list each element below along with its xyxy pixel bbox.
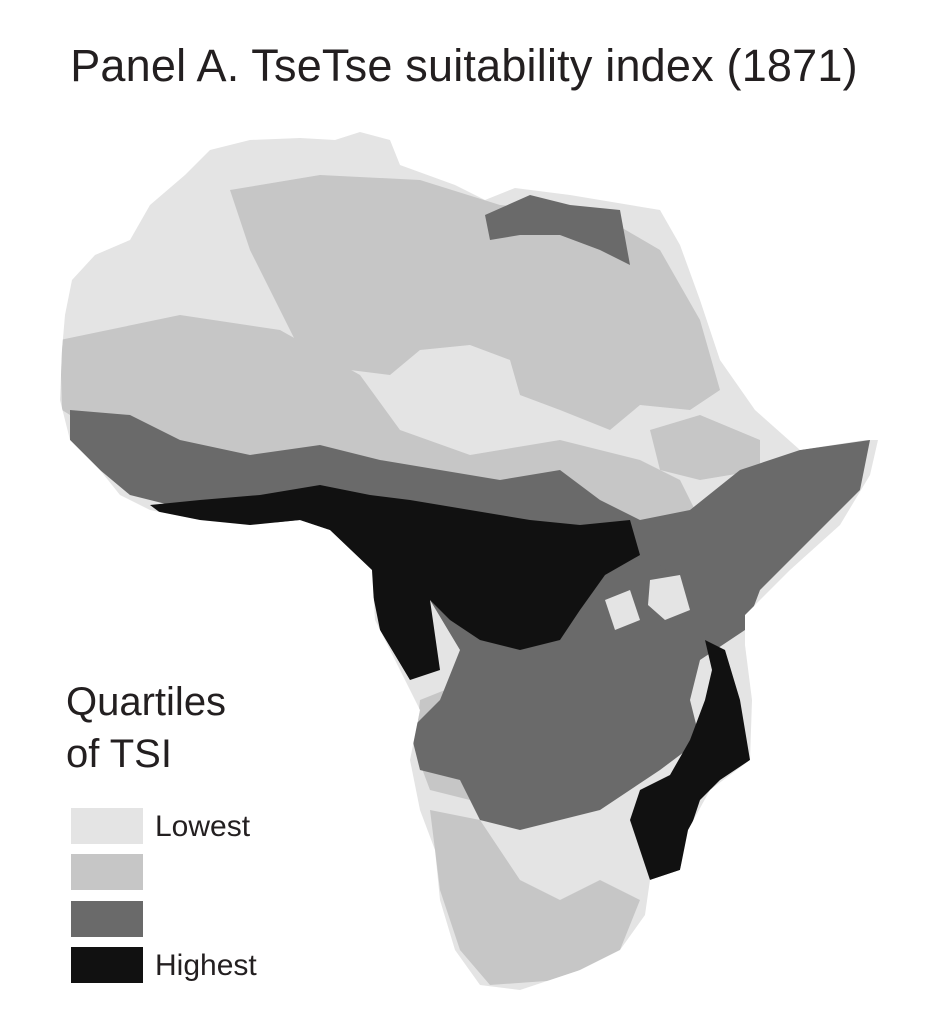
legend-label: Highest <box>155 949 257 982</box>
legend-swatch <box>71 808 143 844</box>
legend-swatch <box>71 901 143 937</box>
legend-title-line2: of TSI <box>66 732 172 776</box>
legend-swatch <box>71 947 143 983</box>
legend-title: Quartiles of TSI <box>66 676 226 780</box>
legend-swatch <box>71 854 143 890</box>
legend-label: Lowest <box>155 810 251 843</box>
legend-title-line1: Quartiles <box>66 680 227 724</box>
map-title: Panel A. TseTse suitability index (1871) <box>70 40 858 91</box>
